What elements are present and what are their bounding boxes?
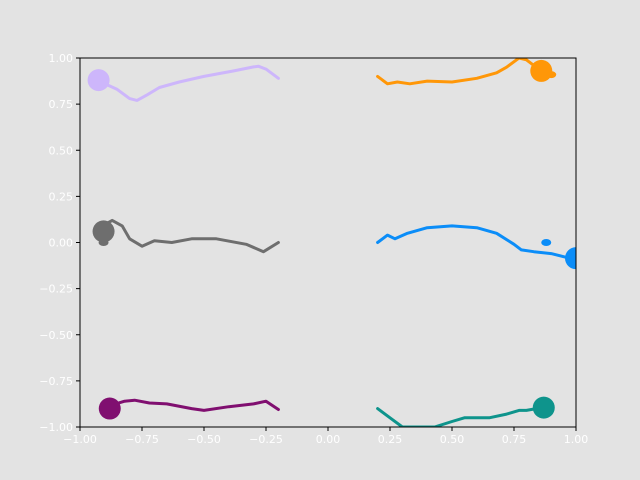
y-tick-label: 0.50 bbox=[49, 144, 74, 157]
series-head-marker-6 bbox=[532, 396, 555, 419]
x-tick-label: −1.00 bbox=[63, 433, 97, 446]
series-layer bbox=[87, 58, 576, 427]
y-tick-label: −0.50 bbox=[39, 329, 73, 342]
x-tick-label: 0.00 bbox=[316, 433, 341, 446]
series-head-marker-3 bbox=[92, 220, 115, 243]
series-blob-2 bbox=[98, 239, 109, 246]
x-tick-label: 0.25 bbox=[378, 433, 403, 446]
x-tick-label: −0.25 bbox=[249, 433, 283, 446]
x-tick-label: −0.50 bbox=[187, 433, 221, 446]
y-tick-label: 0.75 bbox=[49, 98, 74, 111]
x-tick-label: 0.75 bbox=[502, 433, 527, 446]
y-tick-label: 0.25 bbox=[49, 190, 74, 203]
x-axis: −1.00 −0.75 −0.50 −0.25 0.00 0.25 0.50 0.75 1.00 bbox=[63, 427, 588, 446]
x-tick-label: 1.00 bbox=[564, 433, 589, 446]
series-line-1 bbox=[97, 64, 280, 102]
series-group bbox=[87, 58, 576, 427]
series-line-4 bbox=[376, 224, 576, 261]
x-tick-label: −0.75 bbox=[125, 433, 159, 446]
y-tick-label: 1.00 bbox=[49, 52, 74, 65]
y-tick-label: −0.25 bbox=[39, 283, 73, 296]
y-tick-label: −1.00 bbox=[39, 421, 73, 434]
y-tick-label: −0.75 bbox=[39, 375, 73, 388]
y-tick-label: 0.00 bbox=[49, 237, 74, 250]
series-head-marker-2 bbox=[530, 59, 553, 82]
y-axis: 1.00 0.75 0.50 0.25 0.00 −0.25 −0.50 −0.75 −1.00 bbox=[39, 52, 80, 434]
series-blob-3 bbox=[546, 71, 557, 79]
series-blob-1 bbox=[541, 239, 552, 246]
series-line-6 bbox=[376, 407, 538, 427]
series-head-marker-1 bbox=[87, 69, 110, 92]
x-tick-label: 0.50 bbox=[440, 433, 465, 446]
series-head-marker-5 bbox=[98, 397, 121, 420]
series-head-marker-4 bbox=[565, 247, 576, 270]
